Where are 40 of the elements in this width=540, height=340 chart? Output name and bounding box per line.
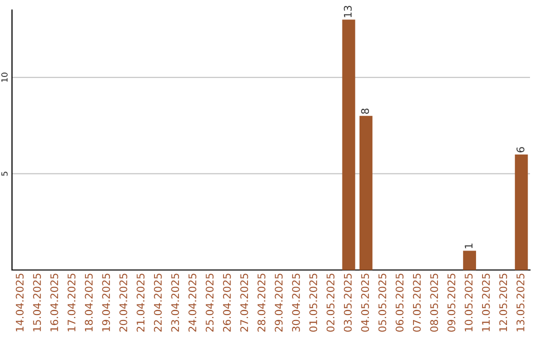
x-tick-label: 05.05.2025 [378,274,386,332]
x-tick-label: 28.04.2025 [258,274,266,332]
x-tick-label: 18.04.2025 [84,274,93,332]
data-label: 6 [516,147,524,152]
x-tick-label: 06.05.2025 [396,274,404,332]
x-tick-label: 23.04.2025 [171,274,180,332]
x-tick-label: 10.05.2025 [464,274,473,332]
data-label: 13 [344,6,352,18]
x-tick-label: 15.04.2025 [33,274,41,332]
x-tick-label: 13.05.2025 [516,274,524,332]
x-tick-label: 14.04.2025 [16,274,24,332]
x-tick-label: 12.05.2025 [499,274,508,332]
bar [342,20,356,270]
x-tick-label: 19.04.2025 [102,274,110,332]
bar [359,116,372,270]
x-tick-label: 21.04.2025 [136,274,145,332]
x-tick-label: 30.04.2025 [292,274,300,332]
x-tick-label: 16.04.2025 [50,274,58,332]
x-tick-label: 07.05.2025 [412,274,421,332]
x-tick-label: 17.04.2025 [68,274,76,332]
data-label: 8 [361,108,369,114]
x-tick-label: 27.04.2025 [240,274,248,332]
y-tick-label: 10 [1,72,8,82]
x-tick-label: 29.04.2025 [274,274,283,332]
bar [514,154,528,270]
x-tick-label: 22.04.2025 [154,274,162,332]
x-tick-label: 08.05.2025 [430,274,438,332]
x-tick-label: 09.05.2025 [447,274,456,332]
x-tick-label: 20.04.2025 [119,274,128,332]
x-tick-label: 25.04.2025 [206,274,214,332]
bar [463,250,476,270]
x-tick-label: 26.04.2025 [222,274,231,332]
y-tick-label: 5 [1,172,8,176]
x-tick-label: 01.05.2025 [309,274,318,332]
x-tick-label: 24.04.2025 [188,274,196,332]
x-tick-label: 02.05.2025 [326,274,334,332]
x-tick-label: 04.05.2025 [361,274,369,332]
data-label: 1 [464,244,472,248]
x-tick-label: 11.05.2025 [482,274,490,332]
x-tick-label: 03.05.2025 [344,274,352,332]
